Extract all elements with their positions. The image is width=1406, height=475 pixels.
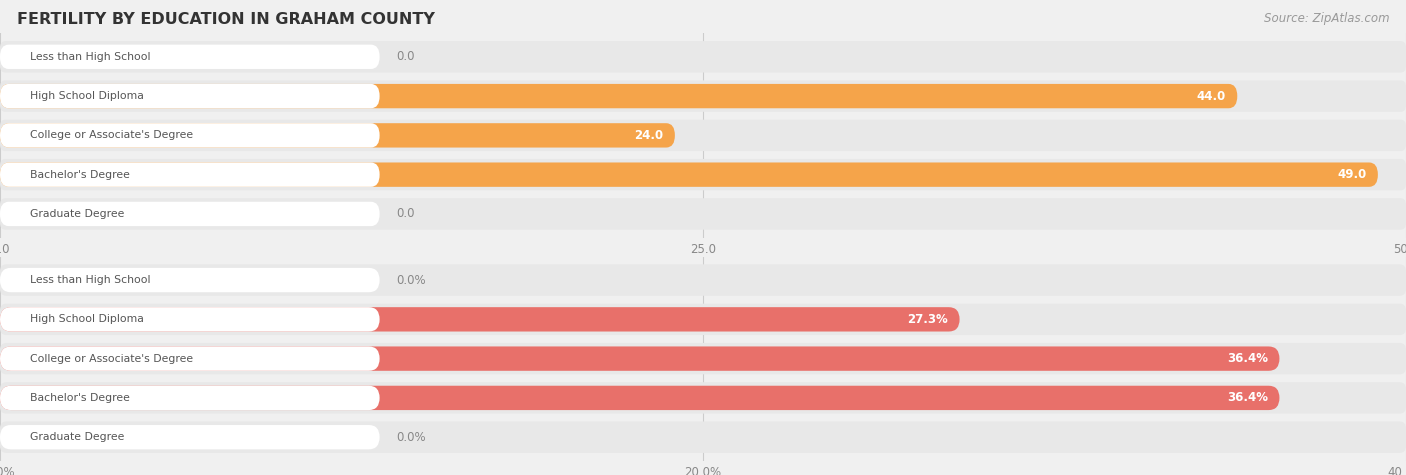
Text: College or Associate's Degree: College or Associate's Degree [31,130,194,141]
Text: 27.3%: 27.3% [908,313,948,326]
FancyBboxPatch shape [0,41,1406,73]
FancyBboxPatch shape [0,120,1406,151]
FancyBboxPatch shape [0,382,1406,414]
FancyBboxPatch shape [0,304,1406,335]
Text: 0.0%: 0.0% [396,431,426,444]
Text: 36.4%: 36.4% [1227,391,1268,404]
FancyBboxPatch shape [0,386,1279,410]
FancyBboxPatch shape [0,84,1237,108]
Text: FERTILITY BY EDUCATION IN GRAHAM COUNTY: FERTILITY BY EDUCATION IN GRAHAM COUNTY [17,12,434,27]
FancyBboxPatch shape [0,198,1406,229]
Text: 49.0: 49.0 [1337,168,1367,181]
FancyBboxPatch shape [0,202,380,226]
Text: 44.0: 44.0 [1197,90,1226,103]
FancyBboxPatch shape [0,346,380,371]
Text: 24.0: 24.0 [634,129,664,142]
FancyBboxPatch shape [0,425,380,449]
Text: 0.0: 0.0 [396,208,415,220]
Text: 0.0%: 0.0% [396,274,426,286]
FancyBboxPatch shape [0,307,960,332]
Text: Less than High School: Less than High School [31,52,150,62]
Text: Bachelor's Degree: Bachelor's Degree [31,393,131,403]
Text: 36.4%: 36.4% [1227,352,1268,365]
FancyBboxPatch shape [0,162,1378,187]
FancyBboxPatch shape [0,45,380,69]
FancyBboxPatch shape [0,80,1406,112]
FancyBboxPatch shape [0,159,1406,190]
FancyBboxPatch shape [0,123,675,148]
Text: High School Diploma: High School Diploma [31,314,145,324]
Text: Less than High School: Less than High School [31,275,150,285]
FancyBboxPatch shape [0,307,380,332]
Text: Bachelor's Degree: Bachelor's Degree [31,170,131,180]
Text: Graduate Degree: Graduate Degree [31,432,125,442]
FancyBboxPatch shape [0,162,380,187]
FancyBboxPatch shape [0,84,380,108]
Text: Graduate Degree: Graduate Degree [31,209,125,219]
FancyBboxPatch shape [0,386,380,410]
FancyBboxPatch shape [0,123,380,148]
FancyBboxPatch shape [0,343,1406,374]
FancyBboxPatch shape [0,421,1406,453]
Text: College or Associate's Degree: College or Associate's Degree [31,353,194,364]
FancyBboxPatch shape [0,265,1406,296]
Text: High School Diploma: High School Diploma [31,91,145,101]
FancyBboxPatch shape [0,346,1279,371]
Text: Source: ZipAtlas.com: Source: ZipAtlas.com [1264,12,1389,25]
FancyBboxPatch shape [0,268,380,292]
Text: 0.0: 0.0 [396,50,415,63]
